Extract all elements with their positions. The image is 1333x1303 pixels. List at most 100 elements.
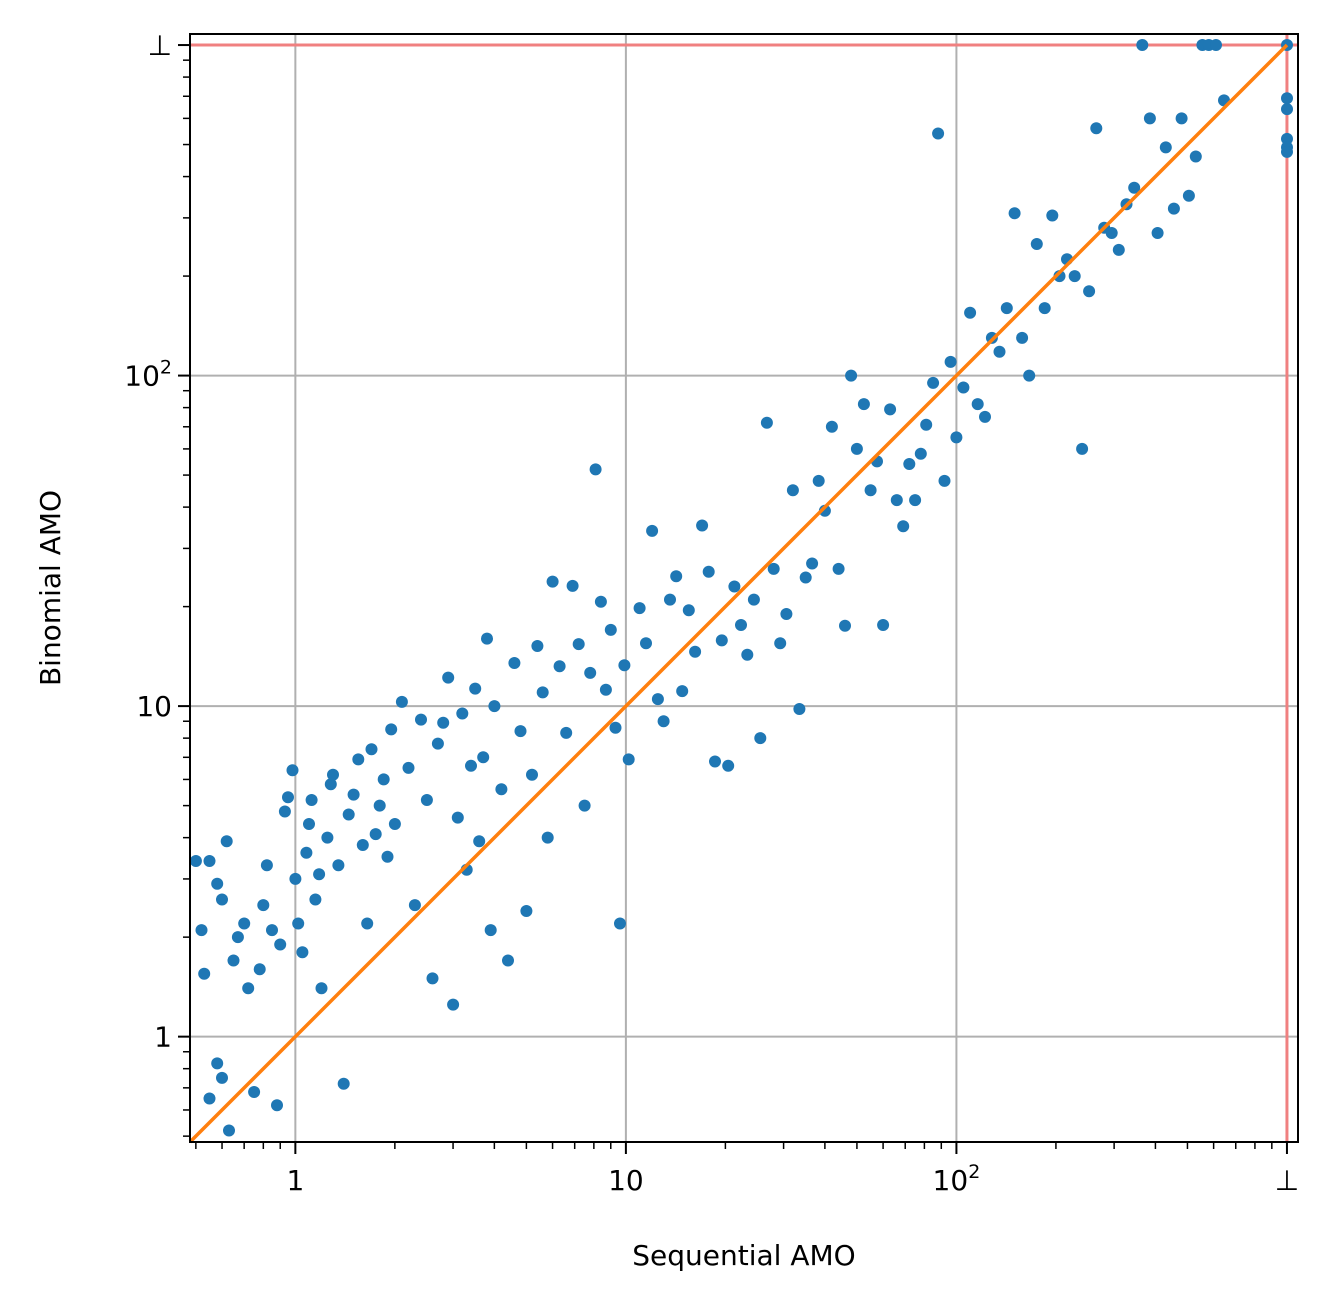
data-point (1281, 92, 1293, 105)
data-point (604, 623, 617, 636)
data-point (640, 637, 652, 650)
data-point (728, 580, 741, 593)
data-point (950, 431, 963, 444)
data-point (839, 619, 851, 632)
data-point (702, 565, 715, 578)
data-point (1023, 369, 1036, 382)
data-point (481, 632, 493, 645)
data-point (760, 416, 773, 429)
data-point (993, 345, 1006, 358)
data-point (754, 732, 767, 745)
data-point (609, 721, 622, 734)
data-point (806, 557, 819, 570)
data-point (356, 839, 369, 851)
data-point (369, 828, 382, 841)
data-point (793, 703, 806, 715)
data-point (825, 420, 838, 433)
data-point (584, 666, 597, 679)
data-points (189, 39, 1293, 1137)
data-point (741, 648, 754, 661)
data-point (614, 917, 626, 930)
data-point (1182, 189, 1195, 202)
data-point (589, 463, 602, 476)
data-point (747, 593, 760, 606)
data-point (812, 474, 825, 487)
data-point (618, 659, 631, 672)
data-point (1281, 132, 1293, 145)
data-point (313, 868, 326, 881)
data-point (211, 877, 224, 890)
y-tick-label: ⊥ (148, 29, 172, 62)
data-point (327, 768, 339, 781)
data-point (1210, 39, 1222, 51)
data-point (722, 759, 735, 772)
data-point (560, 726, 573, 739)
data-point (599, 683, 612, 696)
data-point (526, 768, 538, 781)
data-point (189, 855, 202, 867)
data-point (1136, 39, 1149, 51)
data-point (1167, 202, 1180, 215)
data-point (927, 376, 940, 389)
data-point (456, 707, 469, 720)
data-point (216, 1071, 228, 1084)
data-point (682, 604, 695, 617)
data-point (303, 818, 315, 830)
data-point (305, 794, 318, 806)
data-point (347, 788, 360, 801)
data-point (465, 759, 477, 772)
data-point (572, 638, 585, 651)
data-point (735, 619, 747, 631)
data-point (944, 355, 957, 368)
data-point (932, 127, 945, 140)
data-point (832, 562, 845, 575)
data-point (594, 595, 607, 608)
data-point (957, 381, 970, 394)
data-point (1000, 302, 1013, 315)
data-point (1076, 442, 1089, 455)
data-point (633, 602, 646, 615)
data-point (420, 794, 433, 806)
data-point (914, 447, 927, 460)
data-point (321, 831, 334, 844)
data-point (546, 575, 559, 588)
data-point (260, 859, 273, 872)
data-point (274, 938, 287, 951)
data-point (1083, 285, 1096, 298)
data-point (1143, 112, 1156, 125)
data-point (1281, 103, 1293, 116)
data-point (488, 700, 501, 713)
data-point (282, 791, 294, 804)
data-point (1090, 122, 1103, 135)
data-point (385, 723, 398, 736)
data-point (657, 715, 670, 728)
data-point (1189, 150, 1202, 163)
data-point (342, 808, 355, 821)
data-point (909, 494, 922, 507)
data-point (1046, 209, 1059, 222)
data-point (437, 716, 450, 729)
data-point (903, 458, 916, 470)
y-tick-label: 102 (124, 357, 172, 393)
data-point (377, 773, 390, 786)
data-point (676, 685, 689, 698)
data-point (709, 755, 721, 768)
data-point (324, 778, 337, 791)
y-tick-label: 10 (136, 690, 172, 723)
data-point (388, 818, 401, 830)
diagonal-line (188, 43, 1289, 1144)
data-point (541, 831, 554, 844)
data-point (536, 686, 549, 699)
data-point (381, 850, 394, 863)
data-point (689, 645, 702, 658)
data-point (315, 982, 328, 995)
data-point (780, 608, 793, 620)
data-point (786, 484, 799, 497)
data-point (484, 924, 497, 937)
data-point (203, 1092, 216, 1105)
data-point (1068, 270, 1081, 283)
data-point (1030, 238, 1043, 250)
timeout-lines (190, 34, 1298, 1142)
data-point (286, 764, 299, 777)
